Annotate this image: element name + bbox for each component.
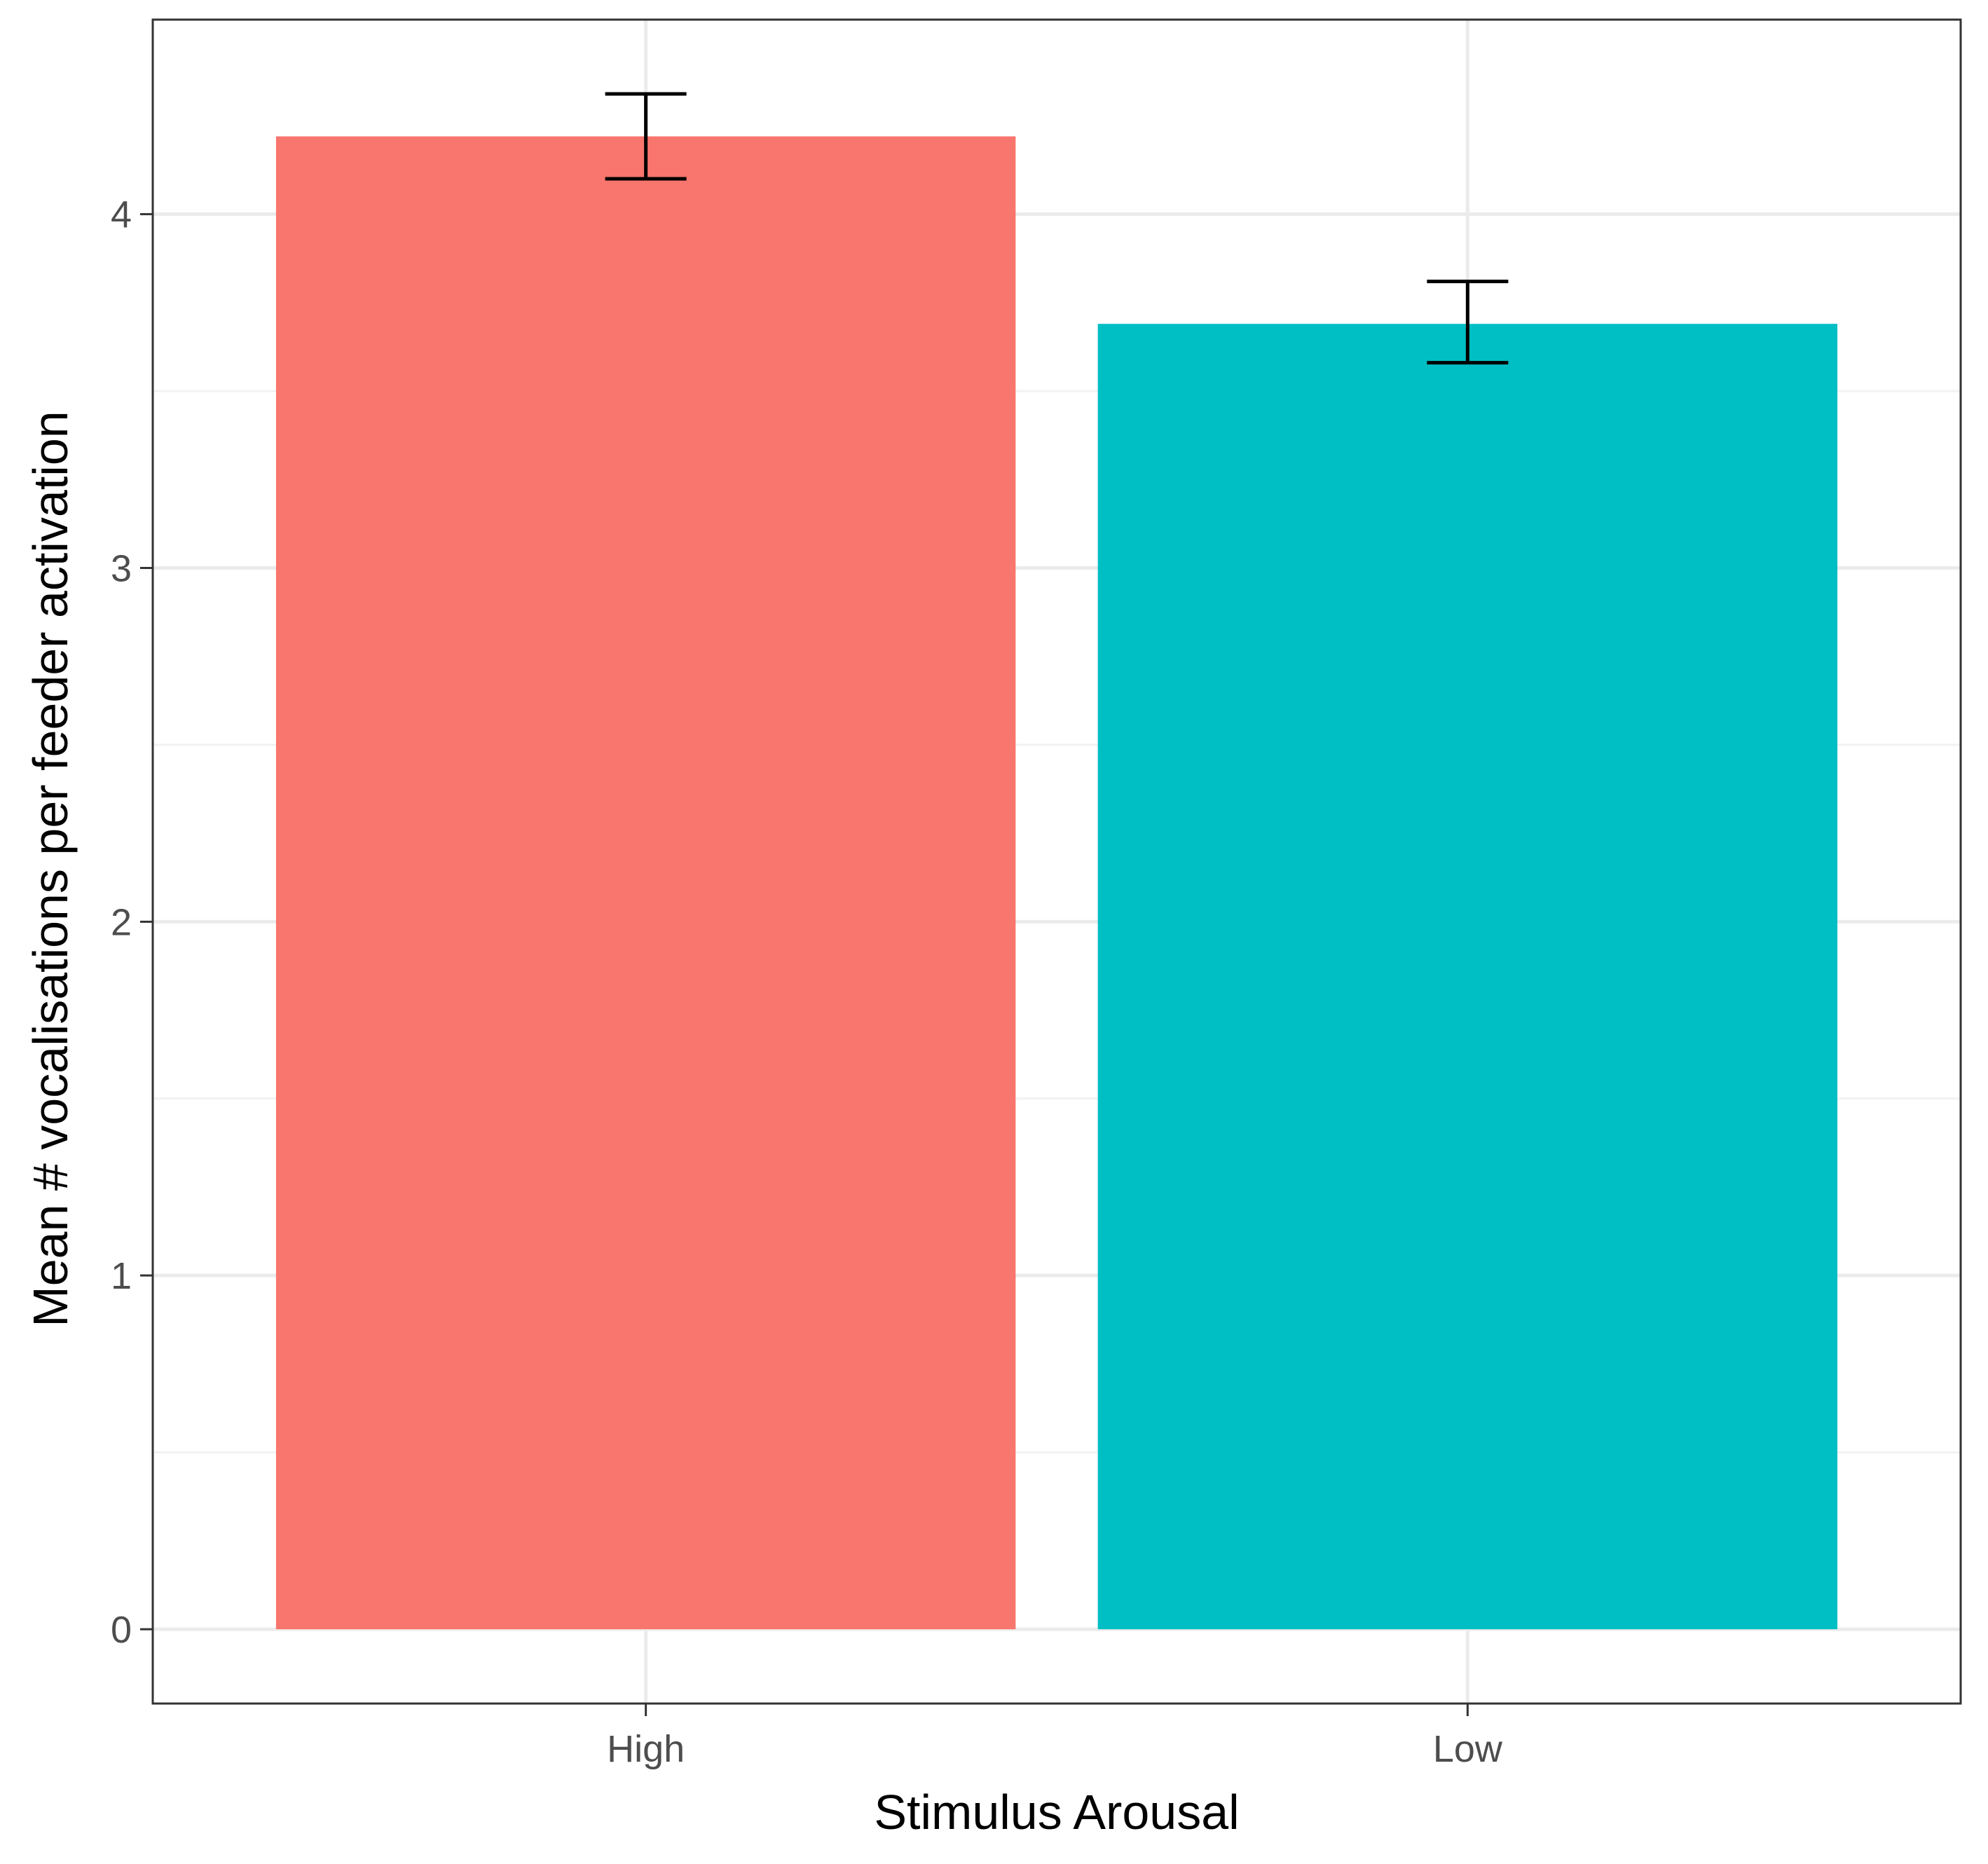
y-tick-label: 0 [111,1609,132,1651]
bars [275,136,1838,1629]
bar-high [275,136,1016,1629]
x-axis-title: Stimulus Arousal [874,1785,1239,1839]
panel-border [151,18,1962,1705]
x-tick-label: Low [1433,1728,1503,1770]
y-tick-label: 1 [111,1255,132,1297]
y-tick-label: 3 [111,547,132,589]
y-axis-title: Mean # vocalisations per feeder activati… [23,411,78,1327]
y-tick-label: 4 [111,194,132,236]
tick-labels: 0 1 2 3 4 High Low [111,194,1503,1770]
bar-low [1097,324,1838,1629]
axis-ticks [140,213,1469,1716]
y-tick-label: 2 [111,901,132,943]
x-tick-label: High [607,1728,685,1770]
error-bars [605,92,1509,365]
